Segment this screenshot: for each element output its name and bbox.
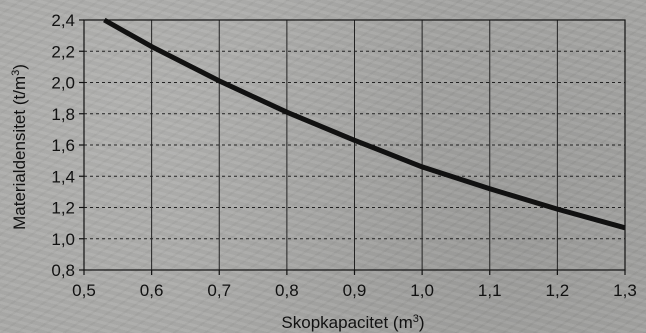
series-layer xyxy=(103,17,626,231)
y-axis-title: Materialdensitet (t/m3) xyxy=(10,64,29,230)
x-tick-label: 0,9 xyxy=(343,281,367,300)
y-tick-labels: 0,8 1,0 1,2 1,4 1,6 1,8 2,0 2,2 2,4 xyxy=(51,11,75,280)
y-tick-label: 2,4 xyxy=(51,11,75,30)
y-tick-label: 2,2 xyxy=(51,42,75,61)
x-tick-label: 1,3 xyxy=(613,281,637,300)
x-axis-title-text: Skopkapacitet (m xyxy=(281,313,412,332)
y-axis-title-text: Materialdensitet (t/m xyxy=(10,76,29,230)
y-tick-label: 1,6 xyxy=(51,136,75,155)
y-tick-label: 1,0 xyxy=(51,230,75,249)
y-tick-label: 1,2 xyxy=(51,199,75,218)
x-tick-label: 0,7 xyxy=(207,281,231,300)
x-tick-label: 0,5 xyxy=(72,281,96,300)
x-tick-labels: 0,5 0,6 0,7 0,8 0,9 1,0 1,1 1,2 1,3 xyxy=(72,281,637,300)
y-tick-label: 0,8 xyxy=(51,261,75,280)
x-tick-label: 1,2 xyxy=(546,281,570,300)
x-tick-label: 1,0 xyxy=(410,281,434,300)
y-axis-title-sup: 3 xyxy=(10,70,22,76)
y-tick-label: 1,4 xyxy=(51,167,75,186)
density-curve xyxy=(103,17,626,231)
x-axis-title-sup: 3 xyxy=(413,313,419,325)
ticks xyxy=(79,19,626,275)
x-tick-label: 0,6 xyxy=(140,281,164,300)
x-tick-label: 0,8 xyxy=(275,281,299,300)
y-tick-label: 2,0 xyxy=(51,74,75,93)
x-axis-title: Skopkapacitet (m3) xyxy=(281,313,424,332)
x-tick-label: 1,1 xyxy=(478,281,502,300)
x-axis-title-end: ) xyxy=(419,313,425,332)
y-tick-label: 1,8 xyxy=(51,105,75,124)
grid xyxy=(84,20,625,270)
y-axis-title-end: ) xyxy=(10,64,29,70)
